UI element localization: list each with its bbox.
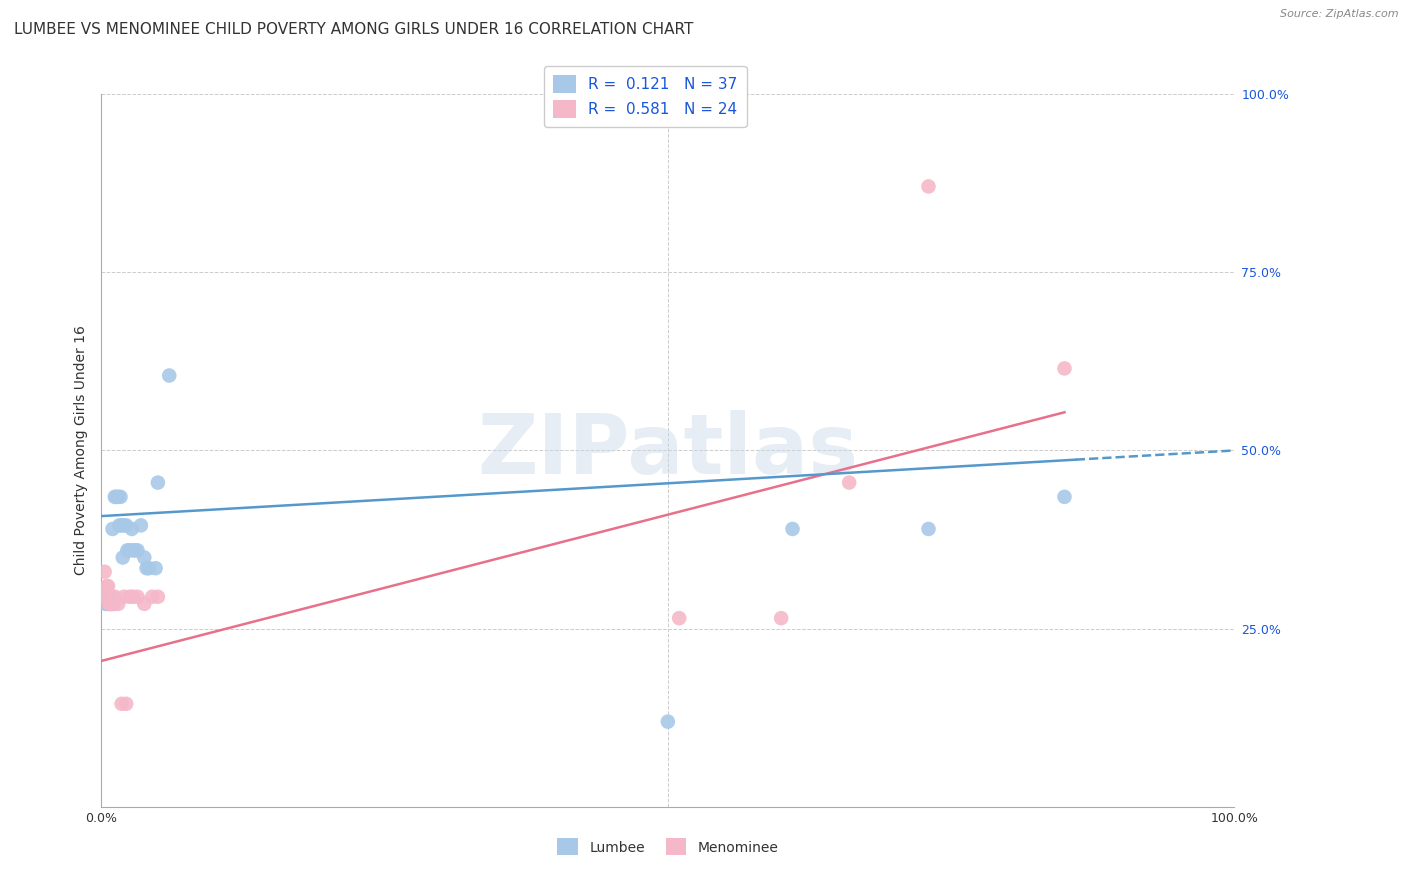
Lumbee (110, 490, 132, 504)
Menominee (101, 597, 124, 611)
Lumbee (146, 475, 169, 490)
Lumbee (111, 550, 134, 565)
Lumbee (117, 543, 139, 558)
Menominee (115, 697, 138, 711)
Lumbee (104, 490, 127, 504)
Lumbee (134, 550, 156, 565)
Lumbee (145, 561, 167, 575)
Menominee (98, 597, 121, 611)
Lumbee (94, 597, 117, 611)
Lumbee (97, 590, 120, 604)
Lumbee (157, 368, 180, 383)
Menominee (770, 611, 793, 625)
Lumbee (657, 714, 679, 729)
Lumbee (122, 543, 145, 558)
Menominee (93, 565, 115, 579)
Menominee (122, 590, 145, 604)
Lumbee (100, 590, 122, 604)
Menominee (96, 579, 118, 593)
Menominee (917, 179, 939, 194)
Menominee (1053, 361, 1076, 376)
Lumbee (98, 597, 121, 611)
Text: Source: ZipAtlas.com: Source: ZipAtlas.com (1281, 9, 1399, 19)
Legend: Lumbee, Menominee: Lumbee, Menominee (551, 833, 785, 861)
Lumbee (782, 522, 804, 536)
Lumbee (1053, 490, 1076, 504)
Lumbee (101, 522, 124, 536)
Lumbee (127, 543, 149, 558)
Lumbee (112, 518, 135, 533)
Lumbee (129, 518, 152, 533)
Lumbee (124, 543, 146, 558)
Menominee (146, 590, 169, 604)
Lumbee (104, 490, 127, 504)
Lumbee (118, 543, 141, 558)
Menominee (97, 579, 120, 593)
Lumbee (115, 518, 138, 533)
Lumbee (917, 522, 939, 536)
Menominee (838, 475, 860, 490)
Lumbee (96, 590, 118, 604)
Menominee (127, 590, 149, 604)
Text: LUMBEE VS MENOMINEE CHILD POVERTY AMONG GIRLS UNDER 16 CORRELATION CHART: LUMBEE VS MENOMINEE CHILD POVERTY AMONG … (14, 22, 693, 37)
Text: ZIPatlas: ZIPatlas (478, 410, 858, 491)
Lumbee (121, 522, 143, 536)
Menominee (104, 590, 127, 604)
Lumbee (93, 590, 115, 604)
Menominee (118, 590, 141, 604)
Lumbee (108, 518, 131, 533)
Lumbee (138, 561, 160, 575)
Lumbee (98, 590, 121, 604)
Lumbee (111, 518, 134, 533)
Menominee (134, 597, 156, 611)
Menominee (98, 597, 121, 611)
Menominee (100, 597, 122, 611)
Menominee (141, 590, 163, 604)
Lumbee (103, 597, 125, 611)
Menominee (94, 590, 117, 604)
Lumbee (135, 561, 157, 575)
Menominee (107, 597, 129, 611)
Lumbee (96, 597, 118, 611)
Menominee (111, 697, 134, 711)
Menominee (668, 611, 690, 625)
Menominee (112, 590, 135, 604)
Lumbee (98, 597, 121, 611)
Y-axis label: Child Poverty Among Girls Under 16: Child Poverty Among Girls Under 16 (75, 326, 89, 575)
Lumbee (107, 490, 129, 504)
